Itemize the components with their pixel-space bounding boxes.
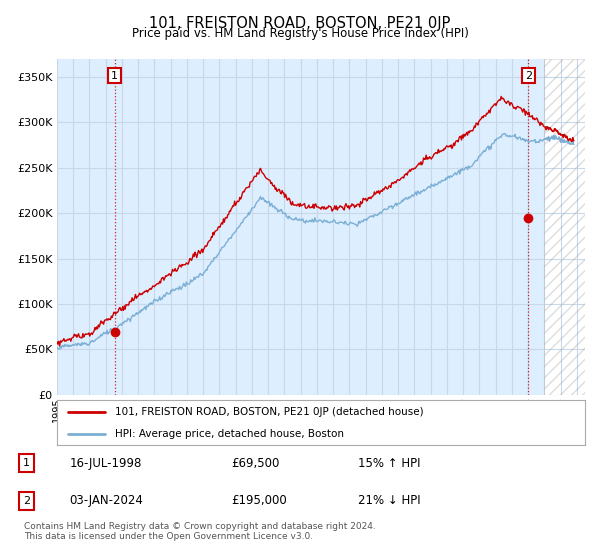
Text: 21% ↓ HPI: 21% ↓ HPI: [358, 494, 420, 507]
Text: 2: 2: [23, 496, 30, 506]
Text: 03-JAN-2024: 03-JAN-2024: [70, 494, 143, 507]
Text: 1: 1: [111, 71, 118, 81]
Text: £195,000: £195,000: [231, 494, 287, 507]
Text: Contains HM Land Registry data © Crown copyright and database right 2024.
This d: Contains HM Land Registry data © Crown c…: [24, 522, 376, 542]
Text: HPI: Average price, detached house, Boston: HPI: Average price, detached house, Bost…: [115, 428, 344, 438]
Text: 101, FREISTON ROAD, BOSTON, PE21 0JP (detached house): 101, FREISTON ROAD, BOSTON, PE21 0JP (de…: [115, 407, 424, 417]
Text: Price paid vs. HM Land Registry's House Price Index (HPI): Price paid vs. HM Land Registry's House …: [131, 27, 469, 40]
Bar: [544, 59, 585, 395]
Text: 1: 1: [23, 458, 30, 468]
Text: 16-JUL-1998: 16-JUL-1998: [70, 457, 142, 470]
Bar: [544, 59, 585, 395]
Text: 101, FREISTON ROAD, BOSTON, PE21 0JP: 101, FREISTON ROAD, BOSTON, PE21 0JP: [149, 16, 451, 31]
Text: £69,500: £69,500: [231, 457, 279, 470]
Text: 15% ↑ HPI: 15% ↑ HPI: [358, 457, 420, 470]
Text: 2: 2: [525, 71, 532, 81]
